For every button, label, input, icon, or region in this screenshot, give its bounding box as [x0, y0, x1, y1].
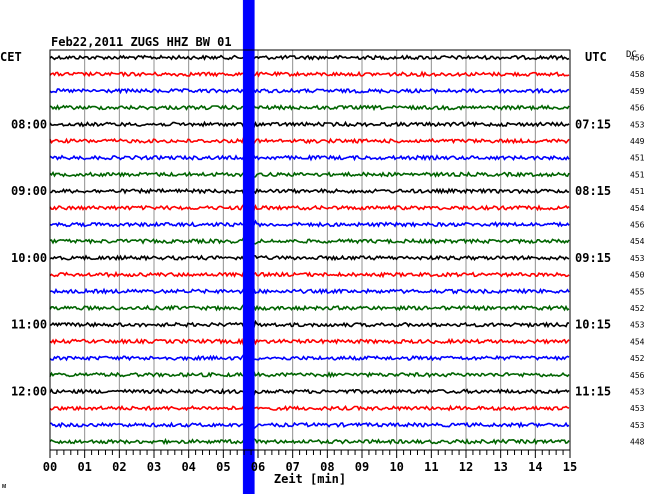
x-tick-label: 10 — [389, 460, 403, 474]
x-tick-label: 00 — [43, 460, 57, 474]
dc-value-label: 449 — [630, 137, 645, 146]
dc-value-label: 456 — [630, 104, 645, 113]
x-tick-label: 08 — [320, 460, 334, 474]
utc-time-label: 08:15 — [575, 184, 611, 198]
x-tick-label: 06 — [251, 460, 265, 474]
trace-line — [49, 369, 570, 379]
dc-value-label: 453 — [630, 388, 645, 397]
x-tick-label: 13 — [493, 460, 507, 474]
dc-value-label: 453 — [630, 254, 645, 263]
dc-value-label: 454 — [630, 204, 645, 213]
dc-value-label: 459 — [630, 87, 645, 96]
trace-line — [49, 386, 570, 398]
utc-time-label: 10:15 — [575, 318, 611, 332]
dc-value-label: 451 — [630, 170, 645, 179]
event-burst — [242, 0, 255, 494]
trace-line — [49, 52, 570, 62]
trace-line — [49, 219, 570, 230]
dc-value-label: 453 — [630, 404, 645, 413]
corner-mark: ᴍ — [2, 482, 6, 490]
dc-value-label: 458 — [630, 70, 645, 79]
utc-time-labels: 07:15 08:15 09:15 10:15 11:15 — [575, 117, 611, 398]
x-tick-label: 14 — [528, 460, 542, 474]
x-tick-label: 02 — [112, 460, 126, 474]
dc-value-label: 452 — [630, 354, 645, 363]
trace-line — [49, 352, 570, 364]
dc-value-label: 452 — [630, 304, 645, 313]
dc-value-label: 451 — [630, 154, 645, 163]
chart-title: Feb22,2011 ZUGS HHZ BW 01 — [51, 35, 232, 49]
x-tick-label: 11 — [424, 460, 438, 474]
trace-line — [49, 403, 570, 414]
trace-line — [49, 319, 569, 330]
x-tick-label: 07 — [285, 460, 299, 474]
dc-value-label: 456 — [630, 221, 645, 230]
dc-value-label: 450 — [630, 271, 645, 280]
plot-frame — [49, 49, 571, 451]
trace-line — [49, 68, 570, 80]
dc-value-label: 456 — [630, 371, 645, 380]
cet-time-label: 12:00 — [11, 385, 47, 399]
x-tick-label: 04 — [181, 460, 195, 474]
trace-line — [49, 269, 570, 280]
dc-header: DC — [626, 50, 637, 60]
x-tick-label: 03 — [147, 460, 161, 474]
x-tick-label: 01 — [77, 460, 91, 474]
left-header-cet: CET — [0, 50, 22, 64]
cet-time-label: 08:00 — [11, 117, 47, 131]
x-axis-label: Zeit [min] — [274, 472, 346, 486]
trace-line — [49, 236, 570, 245]
dc-value-label: 453 — [630, 321, 645, 330]
dc-value-label: 454 — [630, 337, 645, 346]
dc-value-label: 451 — [630, 187, 645, 196]
trace-line — [49, 252, 570, 263]
trace-line — [49, 286, 570, 295]
cet-time-label: 09:00 — [11, 184, 47, 198]
trace-line — [49, 420, 570, 430]
dc-value-label: 453 — [630, 421, 645, 430]
trace-line — [49, 102, 570, 114]
trace-line — [49, 119, 570, 131]
x-tick-label: 09 — [355, 460, 369, 474]
trace-line — [49, 203, 570, 212]
dc-value-label: 456 — [630, 54, 645, 63]
cet-time-labels: 08:00 09:00 10:00 11:00 12:00 — [11, 117, 47, 398]
dc-value-label: 454 — [630, 237, 645, 246]
trace-line — [49, 303, 570, 312]
right-header-utc: UTC — [585, 50, 607, 64]
trace-line — [49, 135, 570, 146]
x-axis: 00 01 02 03 04 05 06 07 08 09 10 11 12 13 14 15 — [43, 450, 577, 474]
x-tick-label: 15 — [563, 460, 577, 474]
utc-time-label: 11:15 — [575, 385, 611, 399]
dc-value-label: 455 — [630, 287, 645, 296]
trace-line — [49, 152, 570, 164]
utc-time-label: 09:15 — [575, 251, 611, 265]
trace-line — [49, 187, 569, 198]
cet-time-label: 11:00 — [11, 318, 47, 332]
trace-lines — [49, 52, 570, 446]
cet-time-label: 10:00 — [11, 251, 47, 265]
x-tick-label: 12 — [459, 460, 473, 474]
trace-line — [49, 168, 570, 179]
dc-value-label: 448 — [630, 438, 645, 447]
trace-line — [49, 437, 570, 446]
dc-value-label: 453 — [630, 120, 645, 129]
dc-value-labels: 456 458 459 456 453 449 451 451 451 454 456 454 453 4… — [630, 54, 645, 447]
trace-line — [49, 337, 570, 348]
utc-time-label: 07:15 — [575, 117, 611, 131]
minute-gridlines — [84, 50, 536, 450]
trace-line — [49, 86, 570, 97]
x-tick-label: 05 — [216, 460, 230, 474]
